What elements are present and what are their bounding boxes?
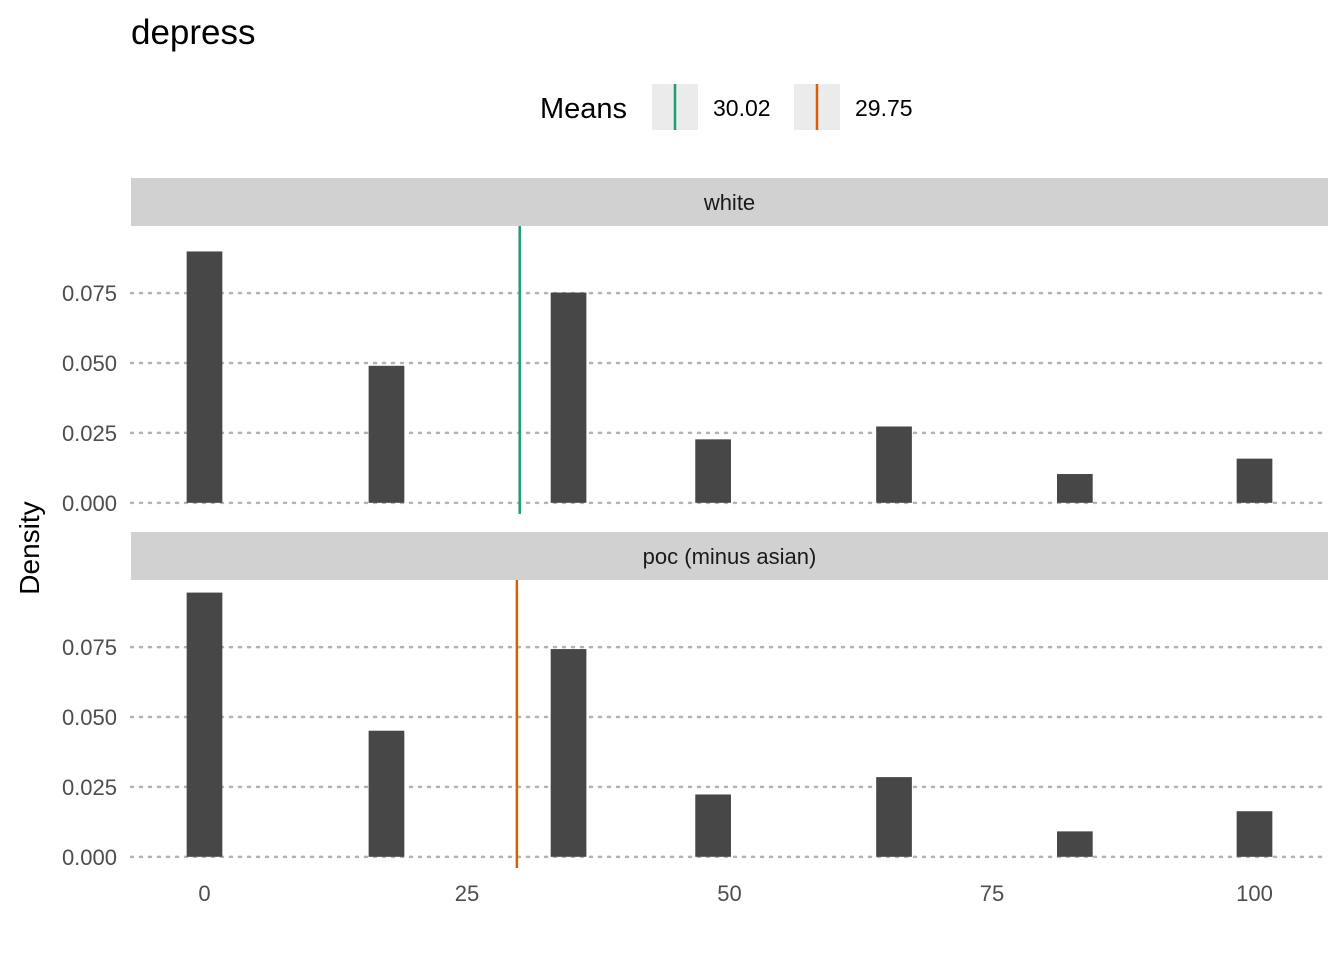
x-tick-label: 100 (1236, 881, 1273, 906)
bar (1056, 831, 1093, 857)
facet-panel-2: poc (minus asian) 0.000 0.025 0.050 0.075 (62, 532, 1330, 870)
bar (186, 592, 223, 857)
bar (1236, 458, 1273, 503)
x-tick-label: 75 (980, 881, 1004, 906)
bar (550, 292, 587, 503)
bar (695, 794, 731, 857)
legend-label-1: 30.02 (713, 95, 771, 121)
y-tick-label: 0.000 (62, 491, 117, 516)
facet-strip-label: poc (minus asian) (643, 544, 817, 569)
bar (876, 777, 912, 857)
bar (695, 439, 731, 503)
y-tick-label: 0.075 (62, 635, 117, 660)
y-tick-label: 0.075 (62, 281, 117, 306)
legend-title: Means (540, 93, 627, 125)
legend-label-2: 29.75 (855, 95, 913, 121)
y-tick-label: 0.025 (62, 775, 117, 800)
y-tick-label: 0.050 (62, 705, 117, 730)
legend: Means 30.02 29.75 (540, 84, 913, 130)
bar (186, 251, 223, 503)
bar (1056, 474, 1093, 503)
legend-entry-1: 30.02 (652, 84, 771, 130)
facet-panel-1: white 0.000 0.025 0.050 0.075 (62, 178, 1330, 516)
bar (1236, 811, 1273, 857)
chart-title: depress (131, 13, 256, 52)
y-axis-label: Density (14, 501, 45, 594)
facet-strip (131, 178, 1328, 226)
y-tick-label: 0.050 (62, 351, 117, 376)
y-tick-label: 0.000 (62, 845, 117, 870)
facet-strip-label: white (703, 190, 755, 215)
x-tick-label: 25 (455, 881, 479, 906)
y-tick-label: 0.025 (62, 421, 117, 446)
x-tick-label: 50 (717, 881, 741, 906)
bar (368, 730, 405, 857)
x-tick-label: 0 (198, 881, 210, 906)
bar (368, 365, 405, 503)
legend-entry-2: 29.75 (794, 84, 913, 130)
facet-strip (131, 532, 1328, 580)
bar (550, 649, 587, 857)
bar (876, 426, 912, 503)
